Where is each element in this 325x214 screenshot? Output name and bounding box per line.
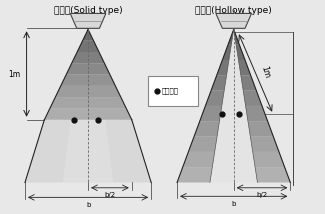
- Polygon shape: [177, 167, 212, 183]
- Polygon shape: [248, 121, 273, 137]
- Polygon shape: [231, 29, 236, 45]
- Polygon shape: [222, 45, 231, 60]
- Polygon shape: [205, 91, 224, 106]
- Polygon shape: [217, 121, 250, 137]
- Text: b/2: b/2: [104, 192, 115, 198]
- Text: 중실형(Solid type): 중실형(Solid type): [54, 6, 123, 15]
- Polygon shape: [217, 60, 229, 75]
- Polygon shape: [200, 106, 222, 121]
- Polygon shape: [55, 86, 121, 97]
- Polygon shape: [25, 120, 151, 183]
- Polygon shape: [215, 137, 253, 152]
- Polygon shape: [63, 120, 113, 183]
- Polygon shape: [222, 91, 246, 106]
- Polygon shape: [236, 45, 245, 60]
- Polygon shape: [210, 167, 257, 183]
- Polygon shape: [194, 121, 219, 137]
- Polygon shape: [246, 106, 268, 121]
- Text: b: b: [86, 202, 90, 208]
- Polygon shape: [83, 29, 94, 41]
- Polygon shape: [45, 108, 132, 120]
- Text: 중공형(Hollow type): 중공형(Hollow type): [195, 6, 272, 15]
- Polygon shape: [211, 75, 227, 91]
- Polygon shape: [183, 152, 215, 167]
- Polygon shape: [188, 137, 217, 152]
- Text: b: b: [231, 201, 236, 207]
- FancyBboxPatch shape: [148, 76, 198, 106]
- Polygon shape: [50, 97, 126, 108]
- Text: 1m: 1m: [9, 70, 21, 79]
- Polygon shape: [253, 152, 285, 167]
- Polygon shape: [77, 41, 99, 52]
- Polygon shape: [228, 29, 234, 45]
- Polygon shape: [216, 13, 252, 28]
- Polygon shape: [227, 60, 241, 75]
- Polygon shape: [229, 45, 239, 60]
- Polygon shape: [255, 167, 290, 183]
- Text: b/2: b/2: [256, 192, 267, 198]
- Polygon shape: [70, 13, 106, 28]
- Polygon shape: [250, 137, 279, 152]
- Text: 1m: 1m: [260, 65, 272, 79]
- Polygon shape: [61, 74, 115, 86]
- Polygon shape: [239, 60, 251, 75]
- Polygon shape: [243, 91, 262, 106]
- Polygon shape: [234, 29, 239, 45]
- Polygon shape: [219, 106, 248, 121]
- Polygon shape: [241, 75, 256, 91]
- Polygon shape: [224, 75, 243, 91]
- Text: 측정위치: 측정위치: [162, 88, 179, 94]
- Polygon shape: [212, 152, 255, 167]
- Polygon shape: [72, 52, 104, 63]
- Polygon shape: [66, 63, 110, 74]
